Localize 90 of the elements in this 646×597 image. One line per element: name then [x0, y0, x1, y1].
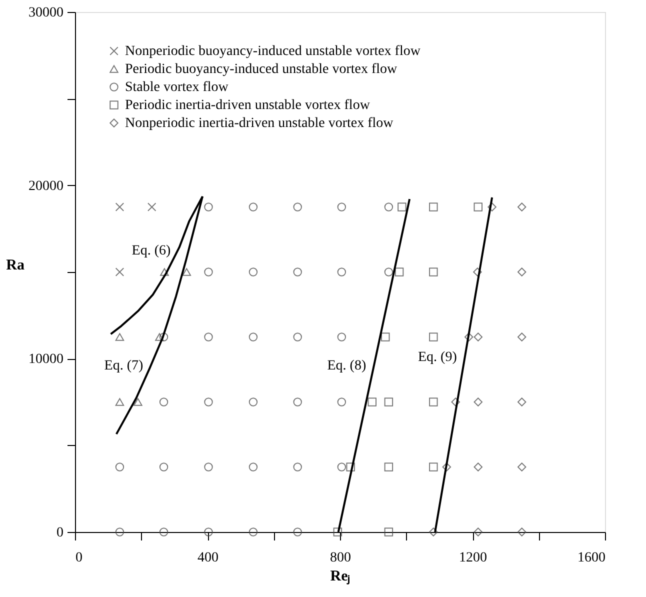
- point: [204, 398, 213, 406]
- point: [204, 528, 213, 536]
- point: [333, 528, 342, 536]
- point: [293, 202, 302, 212]
- x-tick-label: 800: [330, 550, 351, 566]
- point: [159, 528, 168, 536]
- point: [115, 333, 124, 341]
- point: [248, 268, 258, 276]
- point: [517, 268, 526, 276]
- point: [517, 528, 526, 536]
- point: [248, 332, 258, 342]
- point: [429, 202, 438, 212]
- point: [368, 398, 377, 406]
- point: [384, 268, 394, 276]
- point: [474, 462, 483, 472]
- point: [155, 333, 164, 341]
- legend-label: Nonperiodic inertia-driven unstable vortex flow: [125, 116, 394, 131]
- point: [248, 202, 258, 212]
- point: [517, 202, 526, 212]
- point: [474, 332, 483, 342]
- y-tick-label: 0: [56, 526, 64, 540]
- point: [293, 268, 302, 276]
- point: [204, 332, 213, 342]
- point: [115, 398, 124, 406]
- y-tick-label: 30000: [28, 6, 64, 20]
- point: [517, 462, 526, 472]
- point: [429, 332, 438, 342]
- point: [464, 332, 474, 342]
- point: [429, 268, 438, 276]
- annotation: Eq. (9): [418, 350, 458, 365]
- point: [134, 398, 142, 406]
- y-axis-title: Ra: [6, 258, 25, 274]
- point: [337, 332, 346, 342]
- point: [204, 268, 213, 276]
- annotation: Eq. (7): [104, 358, 144, 374]
- point: [248, 398, 258, 406]
- point: [517, 332, 526, 342]
- point: [429, 398, 438, 406]
- point: [442, 462, 452, 472]
- y-tick-label: 20000: [28, 178, 64, 194]
- point: [248, 528, 258, 536]
- x-tick-label: 0: [76, 550, 82, 566]
- legend-label: Periodic inertia-driven unstable vortex flow: [125, 98, 371, 113]
- annotation: Eq. (6): [132, 244, 172, 259]
- point: [293, 398, 302, 406]
- y-tick-label: 10000: [28, 352, 64, 368]
- point: [346, 462, 355, 472]
- point: [248, 462, 258, 472]
- point: [204, 462, 213, 472]
- annotation: Eq. (8): [327, 358, 366, 374]
- x-tick-label: 400: [198, 550, 218, 566]
- point: [384, 398, 394, 406]
- point: [429, 528, 438, 536]
- x-tick-label: 1600: [578, 550, 606, 566]
- point: [159, 398, 168, 406]
- point: [429, 462, 438, 472]
- x-tick-label: 1200: [459, 550, 487, 566]
- legend-label: Periodic buoyancy-induced unstable vortex flow: [125, 62, 398, 77]
- point: [204, 202, 213, 212]
- point: [394, 268, 404, 276]
- point: [115, 528, 124, 536]
- point: [474, 528, 483, 536]
- point: [159, 332, 168, 342]
- point: [384, 462, 394, 472]
- point: [337, 268, 346, 276]
- point: [115, 462, 124, 472]
- point: [473, 268, 482, 276]
- point: [160, 268, 169, 276]
- point: [474, 398, 483, 406]
- point: [147, 202, 156, 212]
- point: [115, 202, 124, 212]
- point: [474, 202, 483, 212]
- point: [182, 268, 192, 276]
- legend-label: Stable vortex flow: [125, 80, 230, 95]
- point: [517, 398, 526, 406]
- x-axis-title: Reⱼ: [330, 568, 351, 584]
- point: [337, 202, 346, 212]
- point: [384, 202, 394, 212]
- point: [337, 462, 346, 472]
- point: [398, 202, 406, 212]
- point: [381, 332, 390, 342]
- point: [337, 398, 346, 406]
- point: [115, 268, 124, 276]
- point: [293, 528, 302, 536]
- point: [159, 462, 168, 472]
- point: [293, 332, 302, 342]
- point: [451, 398, 460, 406]
- point: [293, 462, 302, 472]
- legend-label: Nonperiodic buoyancy-induced unstable vortex flow: [125, 44, 422, 59]
- point: [384, 528, 394, 536]
